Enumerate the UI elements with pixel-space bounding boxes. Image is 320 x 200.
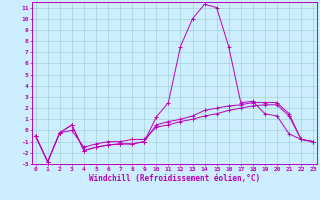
X-axis label: Windchill (Refroidissement éolien,°C): Windchill (Refroidissement éolien,°C) (89, 174, 260, 183)
